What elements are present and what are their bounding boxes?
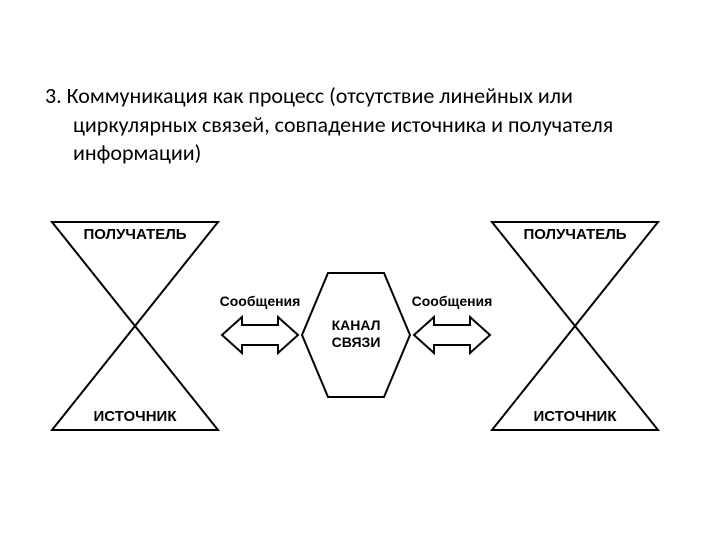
title-text: 3. Коммуникация как процесс (отсутствие … [45,82,665,168]
communication-diagram: ПОЛУЧАТЕЛЬ ИСТОЧНИК Сообщения КАНАЛ СВЯЗ… [50,220,670,460]
page-title: 3. Коммуникация как процесс (отсутствие … [45,82,665,168]
hexagon-label-line2: СВЯЗИ [332,334,381,350]
hourglass-right-top-label: ПОЛУЧАТЕЛЬ [490,226,660,243]
hexagon-label: КАНАЛ СВЯЗИ [300,317,412,351]
double-arrow-right [412,315,492,355]
hourglass-left-top-label: ПОЛУЧАТЕЛЬ [50,226,220,243]
hexagon-label-line1: КАНАЛ [332,317,381,333]
arrow-right-label: Сообщения [404,293,500,309]
page: 3. Коммуникация как процесс (отсутствие … [0,0,720,540]
arrow-left-label: Сообщения [212,293,308,309]
hourglass-left-bottom-label: ИСТОЧНИК [50,408,220,425]
hourglass-right-bottom-label: ИСТОЧНИК [490,408,660,425]
hourglass-left [50,220,220,432]
hourglass-right [490,220,660,432]
double-arrow-left [220,315,300,355]
